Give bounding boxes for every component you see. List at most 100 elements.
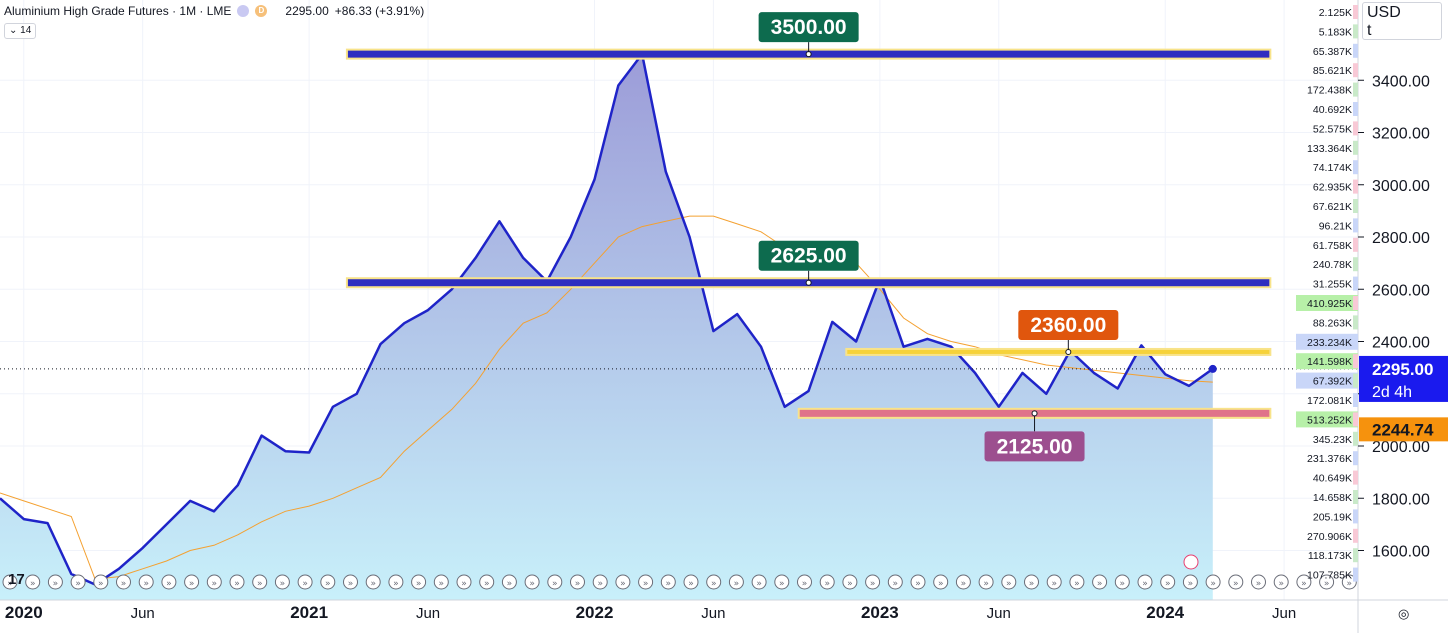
event-marker-icon[interactable]: » <box>501 574 517 590</box>
event-marker-icon[interactable]: » <box>1137 574 1153 590</box>
event-marker-icon[interactable]: » <box>297 574 313 590</box>
event-marker-icon[interactable]: » <box>638 574 654 590</box>
event-marker-icon[interactable]: » <box>955 574 971 590</box>
event-marker-icon[interactable]: » <box>388 574 404 590</box>
event-marker-icon[interactable]: » <box>274 574 290 590</box>
event-marker-icon[interactable]: » <box>116 574 131 590</box>
event-marker-glyph: » <box>643 579 649 589</box>
event-marker-icon[interactable]: » <box>1046 574 1062 590</box>
event-marker-icon[interactable]: » <box>1205 574 1221 590</box>
x-tick-label-month: Jun <box>416 605 440 622</box>
settings-icon[interactable]: ◎ <box>1398 606 1410 621</box>
event-marker-icon[interactable]: » <box>1160 574 1176 590</box>
event-marker-icon[interactable]: » <box>1228 574 1244 590</box>
volume-label-tick <box>1353 490 1358 504</box>
event-marker-icon[interactable]: » <box>1341 574 1357 590</box>
event-marker-circle <box>93 574 109 590</box>
event-marker-glyph: » <box>393 579 399 589</box>
volume-label-tick <box>1353 315 1358 330</box>
event-marker-icon[interactable]: » <box>2 574 18 590</box>
event-marker-icon[interactable]: » <box>1114 574 1130 590</box>
event-marker-icon[interactable]: » <box>978 574 994 590</box>
event-marker-circle <box>25 574 41 590</box>
volume-label-tick <box>1353 393 1358 407</box>
indicator-legend[interactable]: ⌄ 14 <box>4 23 37 39</box>
event-marker-icon[interactable]: » <box>229 574 245 590</box>
event-marker-icon[interactable]: » <box>70 574 86 590</box>
last-price-label-box <box>1359 355 1448 402</box>
volume-label: 31.255K <box>1313 279 1352 291</box>
event-marker-icon[interactable]: » <box>933 574 949 590</box>
event-marker-icon[interactable]: » <box>343 574 358 590</box>
volume-label-bg <box>1296 333 1358 350</box>
event-marker-icon[interactable]: » <box>1182 574 1198 590</box>
event-marker-icon[interactable]: » <box>887 574 903 590</box>
event-marker-icon[interactable]: » <box>706 574 722 590</box>
event-marker-icon[interactable]: » <box>320 574 336 590</box>
level-label-box-2360.00[interactable] <box>1018 309 1119 340</box>
volume-label-bg <box>1296 372 1358 389</box>
event-marker-circle <box>933 574 949 590</box>
event-marker-icon[interactable]: » <box>161 574 177 590</box>
event-marker-icon[interactable]: » <box>1296 574 1312 590</box>
event-marker-icon[interactable]: » <box>1001 574 1017 590</box>
event-marker-icon[interactable]: » <box>615 574 631 590</box>
event-marker-circle <box>819 574 835 590</box>
tradingview-logo[interactable]: 17 <box>8 571 25 588</box>
event-marker-icon[interactable]: » <box>660 574 676 590</box>
volume-label-tick <box>1353 102 1358 116</box>
event-marker-icon[interactable]: » <box>1273 574 1289 590</box>
dividend-marker-icon[interactable] <box>1183 554 1199 570</box>
currency-unit-button[interactable]: USD t <box>1362 2 1442 40</box>
event-marker-icon[interactable]: » <box>797 574 812 590</box>
event-marker-icon[interactable]: » <box>206 574 222 590</box>
level-band-2360.00[interactable] <box>845 347 1272 356</box>
event-marker-icon[interactable]: » <box>138 574 154 590</box>
volume-label-tick <box>1353 24 1358 39</box>
level-label-box-2625.00[interactable] <box>758 240 859 271</box>
event-marker-icon[interactable]: » <box>1024 574 1039 590</box>
event-marker-icon[interactable]: » <box>842 574 858 590</box>
header-change: +86.33 (+3.91%) <box>334 4 425 18</box>
volume-label: 40.692K <box>1313 104 1352 116</box>
ma-label-box <box>1359 417 1448 442</box>
event-marker-icon[interactable]: » <box>774 574 790 590</box>
event-marker-icon[interactable]: » <box>1092 574 1108 590</box>
event-marker-circle <box>1001 574 1017 590</box>
event-marker-glyph: » <box>915 579 921 589</box>
event-marker-icon[interactable]: » <box>1319 574 1335 590</box>
event-marker-icon[interactable]: » <box>751 574 767 590</box>
event-marker-icon[interactable]: » <box>479 574 495 590</box>
event-marker-icon[interactable]: » <box>411 574 427 590</box>
event-marker-icon[interactable]: » <box>865 574 881 590</box>
delayed-data-icon[interactable]: D <box>255 5 268 17</box>
event-marker-icon[interactable]: » <box>184 574 200 590</box>
event-marker-icon[interactable]: » <box>93 574 109 590</box>
event-marker-circle <box>320 574 336 590</box>
event-marker-icon[interactable]: » <box>592 574 608 590</box>
event-marker-icon[interactable]: » <box>547 574 563 590</box>
event-marker-circle <box>1341 574 1357 590</box>
ma-value-label: 2244.74 <box>1372 420 1434 439</box>
symbol-title[interactable]: Aluminium High Grade Futures · 1M · LME <box>4 4 232 18</box>
event-marker-icon[interactable]: » <box>728 574 744 590</box>
event-marker-icon[interactable]: » <box>47 574 63 590</box>
volume-label-tick <box>1353 509 1358 524</box>
event-marker-icon[interactable]: » <box>819 574 835 590</box>
event-marker-icon[interactable]: » <box>252 574 268 590</box>
event-marker-icon[interactable]: » <box>910 574 926 590</box>
event-marker-icon[interactable]: » <box>683 574 699 590</box>
event-marker-icon[interactable]: » <box>433 574 449 590</box>
event-marker-icon[interactable]: » <box>456 574 472 590</box>
event-marker-icon[interactable]: » <box>1069 574 1085 590</box>
event-marker-icon[interactable]: » <box>365 574 381 590</box>
volume-label: 65.387K <box>1313 46 1352 58</box>
event-marker-icon[interactable]: » <box>1251 574 1266 590</box>
event-marker-circle <box>1296 574 1312 590</box>
event-marker-icon[interactable]: » <box>524 574 540 590</box>
level-label-box-3500.00[interactable] <box>758 12 859 43</box>
event-marker-icon[interactable]: » <box>25 574 41 590</box>
event-marker-icon[interactable]: » <box>570 574 585 590</box>
level-label-box-2125.00[interactable] <box>984 431 1085 462</box>
